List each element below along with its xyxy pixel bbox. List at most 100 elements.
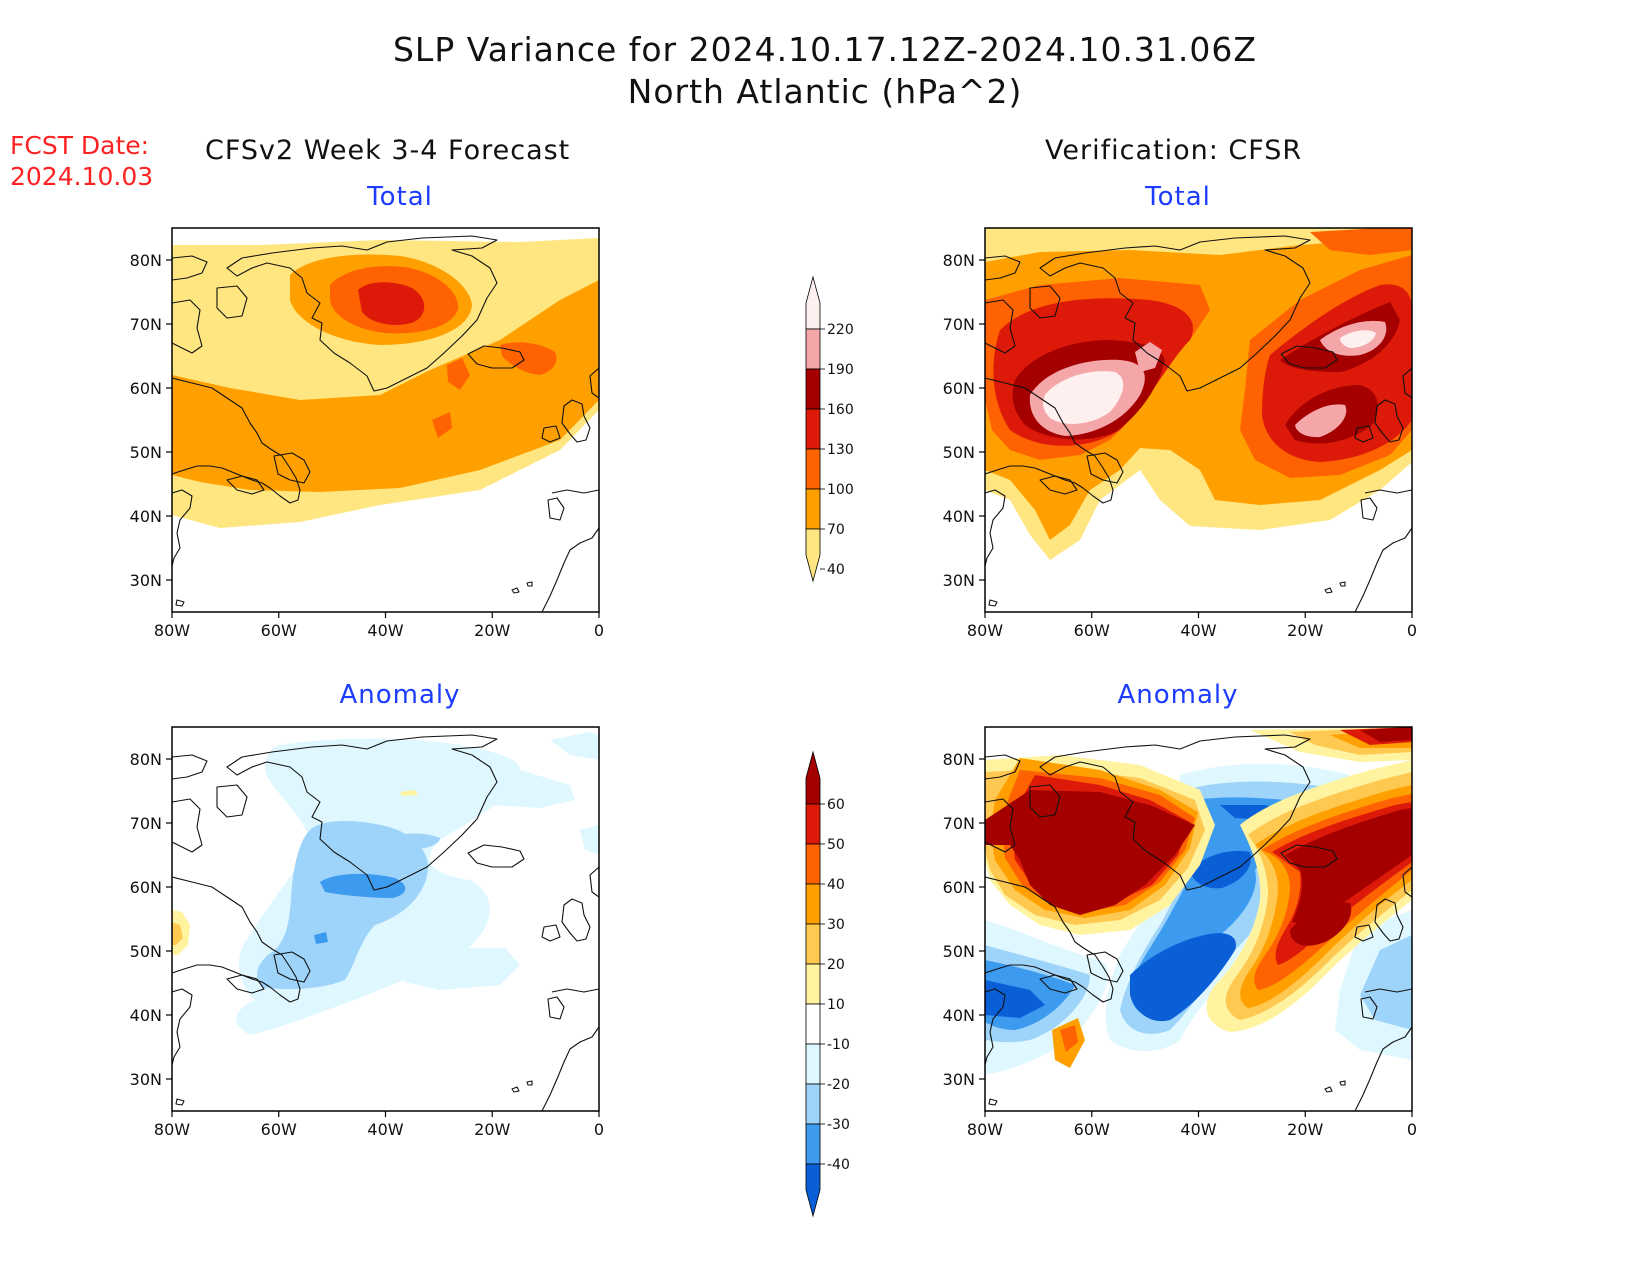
coastline xyxy=(541,924,561,942)
coastline xyxy=(1354,988,1412,1111)
lon-tick-label: 20W xyxy=(1287,621,1323,640)
lat-tick-label: 40N xyxy=(130,507,162,526)
coastline xyxy=(985,299,1016,354)
coastline xyxy=(226,235,498,392)
colorbar-swatch xyxy=(805,1043,821,1085)
panel-bl-subtitle: Anomaly xyxy=(339,680,461,710)
colorbar-swatch xyxy=(805,1003,821,1045)
colorbar-swatch xyxy=(805,328,821,370)
colorbars-layer: 220 190 160 130 100 70 40 60 50 40 30 20 10 -10 -20 -30… xyxy=(805,275,854,1218)
colorbar-label: 40 xyxy=(827,877,845,893)
coastline xyxy=(1360,996,1378,1020)
map-forecast-anomaly xyxy=(172,732,599,1035)
coastline xyxy=(985,798,1016,853)
coastline xyxy=(1039,475,1078,495)
coastline xyxy=(226,734,498,891)
verification-header: Verification: CFSR xyxy=(1045,135,1303,166)
coastline xyxy=(547,497,565,521)
lat-tick-label: 80N xyxy=(943,251,975,270)
coastline xyxy=(561,898,591,942)
coastline xyxy=(1280,345,1338,369)
lat-tick-label: 40N xyxy=(943,1006,975,1025)
coastline xyxy=(985,876,1114,1003)
fcst-label: FCST Date: xyxy=(10,131,150,160)
coastline xyxy=(985,988,1006,1066)
coastline xyxy=(985,754,1021,780)
forecast-total-contours xyxy=(172,238,599,528)
coastline xyxy=(172,489,193,567)
colorbar-label: 30 xyxy=(827,917,845,933)
panel-tr-subtitle: Total xyxy=(1145,182,1211,212)
lat-tick-label: 70N xyxy=(943,315,975,334)
coastline xyxy=(1039,974,1078,994)
colorbar-swatch xyxy=(805,1123,821,1165)
coastline xyxy=(467,345,525,369)
colorbar-label: 20 xyxy=(827,957,845,973)
coastline xyxy=(985,377,1114,504)
lon-tick-label: 80W xyxy=(967,1120,1003,1139)
coastline xyxy=(216,784,248,818)
lat-tick-label: 40N xyxy=(130,1006,162,1025)
colorbar-swatch xyxy=(805,368,821,410)
coastline xyxy=(172,876,301,1003)
lat-tick-label: 70N xyxy=(130,315,162,334)
coastline xyxy=(1029,285,1061,319)
coastline xyxy=(172,377,301,504)
colorbar-label: 130 xyxy=(827,442,854,458)
colorbar-label: 160 xyxy=(827,402,854,418)
coastline xyxy=(1374,898,1404,942)
colorbar-swatch xyxy=(805,275,821,330)
lon-tick-label: 80W xyxy=(967,621,1003,640)
lat-tick-label: 60N xyxy=(943,379,975,398)
lat-tick-label: 60N xyxy=(130,878,162,897)
coastline xyxy=(988,1098,998,1106)
coastline xyxy=(1374,399,1404,443)
colorbar-swatch xyxy=(805,923,821,965)
colorbar-swatch xyxy=(805,448,821,490)
lon-tick-label: 0 xyxy=(594,621,604,640)
coastline xyxy=(511,587,520,594)
panel-br-subtitle: Anomaly xyxy=(1117,680,1239,710)
lon-tick-label: 0 xyxy=(1407,621,1417,640)
colorbar-label: -30 xyxy=(827,1117,850,1133)
colorbar-swatch xyxy=(805,883,821,925)
coastline xyxy=(1039,235,1311,392)
coastline xyxy=(561,399,591,443)
coastline xyxy=(985,489,1006,567)
coastline xyxy=(1339,581,1346,587)
map-verification-total xyxy=(985,228,1412,560)
colorbar-label: 220 xyxy=(827,322,854,338)
lat-tick-label: 80N xyxy=(943,750,975,769)
coastlines-tl xyxy=(172,235,599,612)
colorbar-label: 60 xyxy=(827,797,845,813)
coastline xyxy=(172,798,203,853)
lon-tick-label: 40W xyxy=(1180,1120,1216,1139)
colorbar-swatch xyxy=(805,843,821,885)
lon-tick-label: 0 xyxy=(1407,1120,1417,1139)
colorbar-label: -20 xyxy=(827,1077,850,1093)
coastline xyxy=(1324,1086,1333,1093)
coastline xyxy=(1086,452,1124,484)
colorbar-label: 70 xyxy=(827,522,845,538)
lon-tick-label: 0 xyxy=(594,1120,604,1139)
coastline xyxy=(1354,425,1374,443)
coastline xyxy=(526,1080,533,1086)
coastline xyxy=(273,452,311,484)
colorbar-label: 10 xyxy=(827,997,845,1013)
coastline xyxy=(541,489,599,612)
coastline xyxy=(216,285,248,319)
coastline xyxy=(175,599,185,607)
lon-tick-label: 80W xyxy=(154,1120,190,1139)
lon-tick-label: 60W xyxy=(1074,1120,1110,1139)
lat-tick-label: 40N xyxy=(943,507,975,526)
coastline xyxy=(172,255,208,281)
colorbar-label: 100 xyxy=(827,482,854,498)
coastline xyxy=(1039,734,1311,891)
lat-tick-label: 30N xyxy=(130,1070,162,1089)
coastline xyxy=(1360,497,1378,521)
lon-tick-label: 40W xyxy=(367,621,403,640)
lat-tick-label: 50N xyxy=(943,942,975,961)
colorbar-label: 40 xyxy=(827,562,845,578)
lat-tick-label: 50N xyxy=(943,443,975,462)
